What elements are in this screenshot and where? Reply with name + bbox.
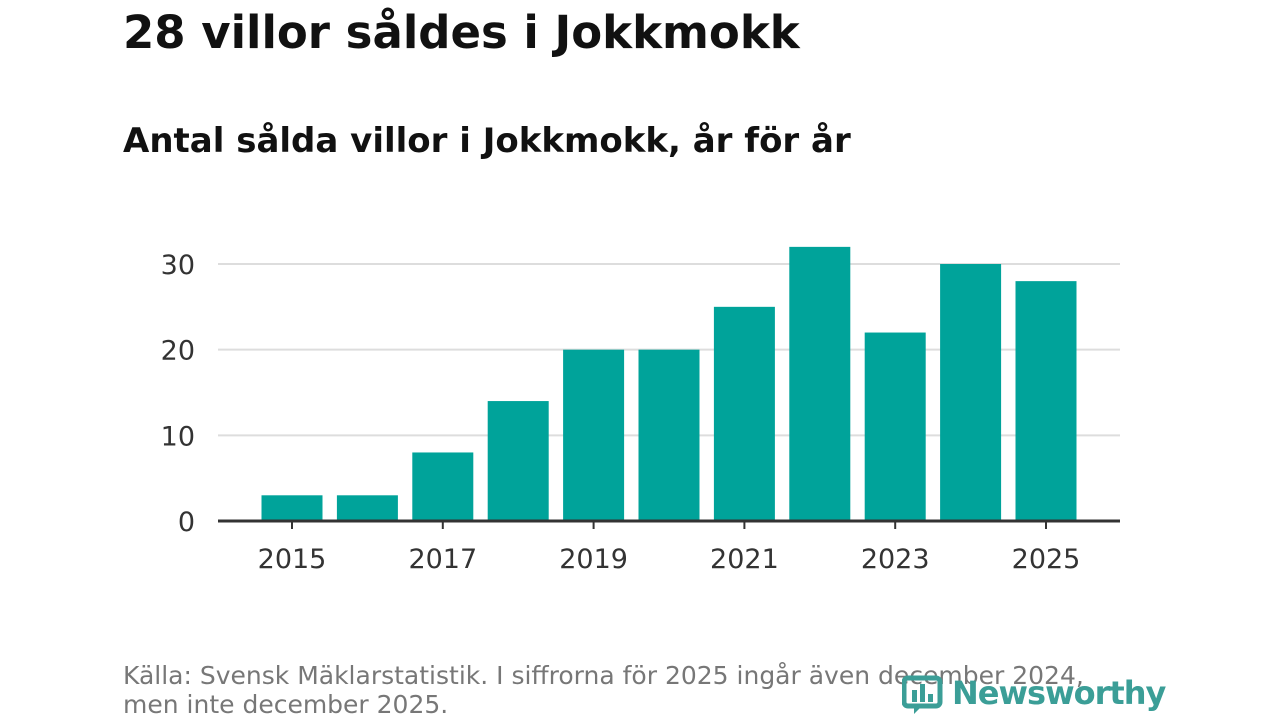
bar-chart-icon [902, 675, 943, 714]
bar-2022 [789, 246, 851, 521]
y-tick-label-10: 10 [161, 421, 195, 452]
y-tick-label-30: 30 [161, 250, 195, 281]
x-tick-label-2021: 2021 [710, 544, 779, 575]
x-tick-label-2015: 2015 [258, 544, 327, 575]
brand-logo: Newsworthy [902, 672, 1166, 714]
bar-2020 [638, 349, 700, 521]
bar-2024 [940, 264, 1002, 521]
y-tick-label-0: 0 [178, 507, 195, 538]
bar-2016 [336, 495, 398, 521]
bar-2017 [412, 452, 474, 521]
bar-2015 [261, 495, 323, 521]
bar-2019 [563, 349, 625, 521]
x-tick-label-2025: 2025 [1012, 544, 1081, 575]
bar-2018 [487, 401, 549, 521]
chart-title: 28 villor såldes i Jokkmokk [123, 6, 800, 59]
x-tick-label-2019: 2019 [559, 544, 628, 575]
bar-chart: 0 10 20 30 2015 2017 2019 2021 2023 2025 [161, 246, 1120, 575]
x-tick-label-2017: 2017 [408, 544, 477, 575]
bar-2025 [1015, 281, 1077, 521]
x-tick-label-2023: 2023 [861, 544, 930, 575]
chart-subtitle: Antal sålda villor i Jokkmokk, år för år [123, 121, 851, 161]
bar-2021 [713, 306, 775, 521]
source-line-2: men inte december 2025. [123, 690, 449, 719]
bar-2023 [864, 332, 926, 521]
brand-name: Newsworthy [952, 674, 1166, 712]
y-tick-label-20: 20 [161, 336, 195, 367]
